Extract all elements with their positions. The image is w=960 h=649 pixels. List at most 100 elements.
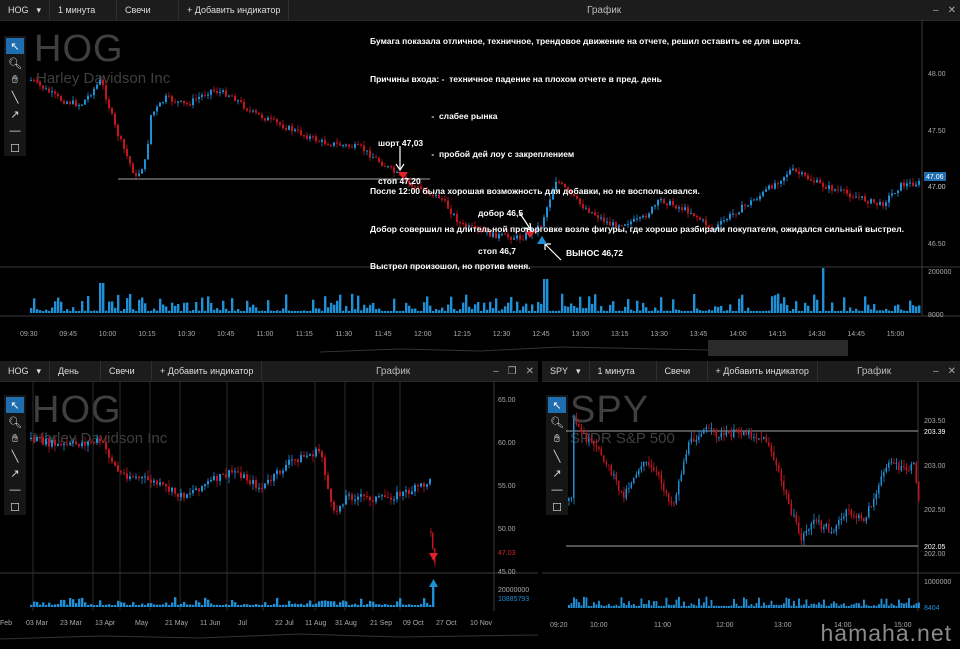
add-indicator-button[interactable]: + Добавить индикатор — [152, 361, 263, 381]
hog-intraday-candle — [444, 199, 446, 201]
volume-bar — [540, 303, 543, 313]
spy-intraday-candle — [675, 494, 677, 504]
hline-icon[interactable]: — — [551, 484, 563, 496]
hog-intraday-candle — [840, 189, 842, 191]
volume-bar — [816, 299, 819, 313]
close-icon[interactable]: ✕ — [525, 365, 534, 377]
hog-daily-candle — [243, 474, 245, 479]
arrow-icon[interactable]: ↗ — [10, 467, 20, 480]
ticker-selector[interactable]: HOG ▾ — [0, 0, 51, 20]
volume-bar — [771, 296, 774, 313]
time-tick-label: 12:30 — [493, 331, 511, 338]
line-icon[interactable]: ╲ — [553, 450, 561, 463]
close-icon[interactable]: ✕ — [947, 365, 956, 377]
chart-style-selector[interactable]: Свечи — [657, 361, 708, 381]
spy-intraday-candle — [778, 465, 780, 472]
spy-intraday-candle — [885, 467, 887, 472]
add-indicator-button[interactable]: + Добавить индикатор — [708, 361, 818, 381]
spy-intraday-candle — [683, 461, 685, 475]
minimize-icon[interactable]: – — [933, 4, 939, 16]
ticker-selector[interactable]: SPY ▾ — [542, 361, 590, 381]
daily-price-chart[interactable]: 65.00 60.00 55.00 50.00 45.00 47.03 20000000 10… — [0, 381, 538, 649]
volume-bar — [610, 605, 613, 608]
spy-intraday-candle — [835, 525, 837, 532]
hog-daily-candle — [381, 495, 383, 497]
spy-intraday-candle — [635, 474, 637, 478]
pointer-icon[interactable]: ↖ — [548, 397, 566, 413]
volume-bar — [186, 302, 189, 313]
hand-icon[interactable]: ✋︎ — [11, 432, 19, 445]
hog-intraday-candle — [816, 180, 818, 183]
main-price-chart[interactable]: 48.0047.5047.0046.5047.0647.002000008000… — [0, 20, 960, 358]
volume-bar — [423, 598, 426, 607]
restore-icon[interactable]: ❐ — [507, 365, 517, 377]
hline-icon[interactable]: — — [9, 484, 21, 496]
hog-intraday-candle — [357, 144, 359, 146]
volume-bar — [840, 310, 843, 313]
minimize-icon[interactable]: – — [493, 365, 499, 377]
pointer-icon[interactable]: ↖ — [6, 397, 24, 413]
drawing-toolbar: ↖ 🔍︎ ✋︎ ╲ ↗ — ☐ — [4, 36, 26, 156]
volume-bar — [730, 605, 733, 608]
time-tick-label: 13 Apr — [95, 620, 116, 627]
spy-intraday-candle — [693, 438, 695, 442]
line-icon[interactable]: ╲ — [11, 450, 19, 463]
hog-daily-candle — [72, 441, 74, 443]
volume-bar — [850, 604, 853, 608]
rect-icon[interactable]: ☐ — [10, 142, 20, 155]
volume-bar — [705, 310, 708, 313]
spy-intraday-candle — [655, 471, 657, 473]
ticker-selector[interactable]: HOG ▾ — [0, 361, 51, 381]
timeframe-selector[interactable]: День — [50, 361, 102, 381]
chart-style-selector[interactable]: Свечи — [117, 0, 180, 20]
minimize-icon[interactable]: – — [933, 365, 939, 377]
hog-intraday-candle — [636, 218, 638, 220]
hog-intraday-candle — [309, 136, 311, 139]
hog-intraday-candle — [831, 185, 833, 191]
hog-intraday-candle — [501, 233, 503, 235]
hog-intraday-candle — [804, 172, 806, 176]
volume-bar — [843, 603, 845, 608]
hog-intraday-candle — [525, 232, 527, 240]
hog-daily-candle — [348, 494, 350, 496]
volume-bar — [417, 310, 420, 313]
hog-intraday-candle — [498, 234, 500, 239]
add-indicator-button[interactable]: + Добавить индикатор — [179, 0, 290, 20]
price-tick-label: 55.00 — [498, 483, 516, 490]
hog-daily-candle — [291, 459, 293, 461]
zoom-icon[interactable]: 🔍︎ — [8, 416, 22, 429]
volume-bar — [486, 309, 489, 313]
volume-bar — [795, 301, 798, 313]
hand-icon[interactable]: ✋︎ — [553, 432, 561, 445]
hline-icon[interactable]: — — [9, 125, 21, 137]
hog-daily-candle — [375, 496, 377, 502]
timeframe-selector[interactable]: 1 минута — [590, 361, 657, 381]
rect-icon[interactable]: ☐ — [10, 501, 20, 514]
hog-intraday-candle — [639, 217, 641, 219]
arrow-icon[interactable]: ↗ — [552, 467, 562, 480]
rect-icon[interactable]: ☐ — [552, 501, 562, 514]
close-icon[interactable]: ✕ — [947, 4, 956, 16]
hog-intraday-candle — [642, 215, 644, 218]
time-tick-label: 12:15 — [453, 331, 471, 338]
zoom-icon[interactable]: 🔍︎ — [8, 57, 22, 70]
hog-daily-candle — [258, 487, 260, 489]
hand-icon[interactable]: ✋︎ — [11, 73, 19, 86]
volume-bar — [861, 310, 864, 313]
volume-bar — [645, 603, 648, 608]
chart-style-selector[interactable]: Свечи — [101, 361, 153, 381]
volume-bar — [818, 602, 820, 608]
arrow-icon[interactable]: ↗ — [10, 108, 20, 121]
line-icon[interactable]: ╲ — [11, 91, 19, 104]
spy-intraday-candle — [863, 518, 865, 522]
hog-intraday-candle — [810, 179, 812, 181]
volume-bar — [141, 297, 144, 313]
hog-intraday-candle — [207, 94, 209, 96]
price-tick-label: 202.50 — [924, 507, 946, 514]
spy-price-chart[interactable]: 203.50 203.00 202.50 202.00 203.39 202.05 1000… — [542, 381, 960, 649]
timeframe-selector[interactable]: 1 минута — [50, 0, 118, 20]
hog-intraday-candle — [876, 202, 878, 205]
pointer-icon[interactable]: ↖ — [6, 38, 24, 54]
zoom-icon[interactable]: 🔍︎ — [550, 416, 564, 429]
volume-bar — [597, 310, 600, 313]
